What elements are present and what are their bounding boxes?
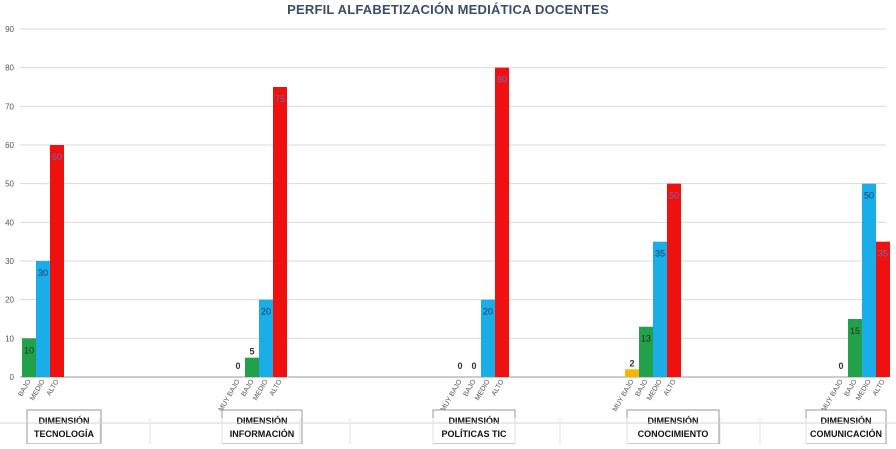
bar bbox=[50, 145, 64, 377]
x-category-label: MUY BAJO bbox=[821, 378, 845, 413]
data-label: 20 bbox=[483, 307, 493, 317]
y-tick-label: 70 bbox=[5, 102, 14, 111]
dimension-label: TECNOLOGÍA bbox=[34, 429, 94, 439]
y-tick-label: 0 bbox=[10, 373, 15, 382]
bar bbox=[625, 369, 639, 377]
bar bbox=[22, 338, 36, 377]
x-category-label: ALTO bbox=[663, 378, 678, 397]
bar bbox=[667, 183, 681, 377]
dimension-label: CONOCIMIENTO bbox=[638, 429, 709, 439]
dimension-label: DIMENSIÓN bbox=[448, 415, 499, 426]
x-category-label: MUY BAJO bbox=[218, 378, 242, 413]
data-label: 80 bbox=[497, 75, 507, 85]
y-tick-label: 90 bbox=[5, 25, 14, 34]
bar bbox=[245, 357, 259, 377]
data-label: 60 bbox=[52, 152, 62, 162]
x-category-label: ALTO bbox=[46, 378, 61, 397]
x-category-label: ALTO bbox=[872, 378, 887, 397]
data-label: 20 bbox=[261, 307, 271, 317]
data-label: 10 bbox=[24, 345, 34, 355]
data-label: 30 bbox=[38, 268, 48, 278]
dimension-label: DIMENSIÓN bbox=[38, 415, 89, 426]
bar bbox=[36, 261, 50, 377]
bar bbox=[273, 87, 287, 377]
bar bbox=[639, 326, 653, 377]
data-label: 50 bbox=[864, 191, 874, 201]
y-tick-label: 40 bbox=[5, 218, 14, 227]
bar bbox=[481, 299, 495, 377]
data-label: 0 bbox=[457, 361, 462, 371]
data-label: 0 bbox=[471, 361, 476, 371]
bar bbox=[848, 319, 862, 377]
dimension-label: DIMENSIÓN bbox=[236, 415, 287, 426]
data-label: 35 bbox=[878, 249, 888, 259]
x-category-label: ALTO bbox=[269, 378, 284, 397]
data-label: 0 bbox=[235, 361, 240, 371]
data-label: 13 bbox=[641, 334, 651, 344]
dimension-label-box bbox=[432, 409, 516, 445]
x-category-label: MUY BAJO bbox=[440, 378, 464, 413]
bar bbox=[495, 67, 509, 378]
dimension-label: INFORMACIÓN bbox=[230, 428, 295, 439]
y-tick-label: 60 bbox=[5, 141, 14, 150]
data-label: 0 bbox=[838, 361, 843, 371]
data-label: 75 bbox=[275, 94, 285, 104]
bar bbox=[653, 241, 667, 377]
data-label: 50 bbox=[669, 191, 679, 201]
bar bbox=[862, 183, 876, 377]
y-tick-label: 10 bbox=[5, 334, 14, 343]
chart-title: PERFIL ALFABETIZACIÓN MEDIÁTICA DOCENTES bbox=[287, 2, 609, 17]
dimension-label-box bbox=[626, 409, 720, 445]
data-label: 15 bbox=[850, 326, 860, 336]
dimension-label: POLÍTICAS TIC bbox=[442, 429, 508, 439]
dimension-label: DIMENSIÓN bbox=[647, 415, 698, 426]
dimension-label: DIMENSIÓN bbox=[820, 415, 871, 426]
y-tick-label: 50 bbox=[5, 180, 14, 189]
bar bbox=[259, 299, 273, 377]
data-label: 5 bbox=[249, 347, 254, 357]
data-label: 2 bbox=[629, 358, 634, 368]
dimension-label-box bbox=[221, 409, 303, 445]
y-tick-label: 80 bbox=[5, 64, 14, 73]
dimension-label-box bbox=[805, 409, 887, 445]
y-tick-label: 30 bbox=[5, 257, 14, 266]
x-category-label: ALTO bbox=[491, 378, 506, 397]
dimension-label: COMUNICACIÓN bbox=[810, 428, 882, 439]
y-tick-label: 20 bbox=[5, 296, 14, 305]
x-category-label: MUY BAJO bbox=[612, 378, 636, 413]
bar bbox=[876, 241, 890, 377]
data-label: 35 bbox=[655, 249, 665, 259]
